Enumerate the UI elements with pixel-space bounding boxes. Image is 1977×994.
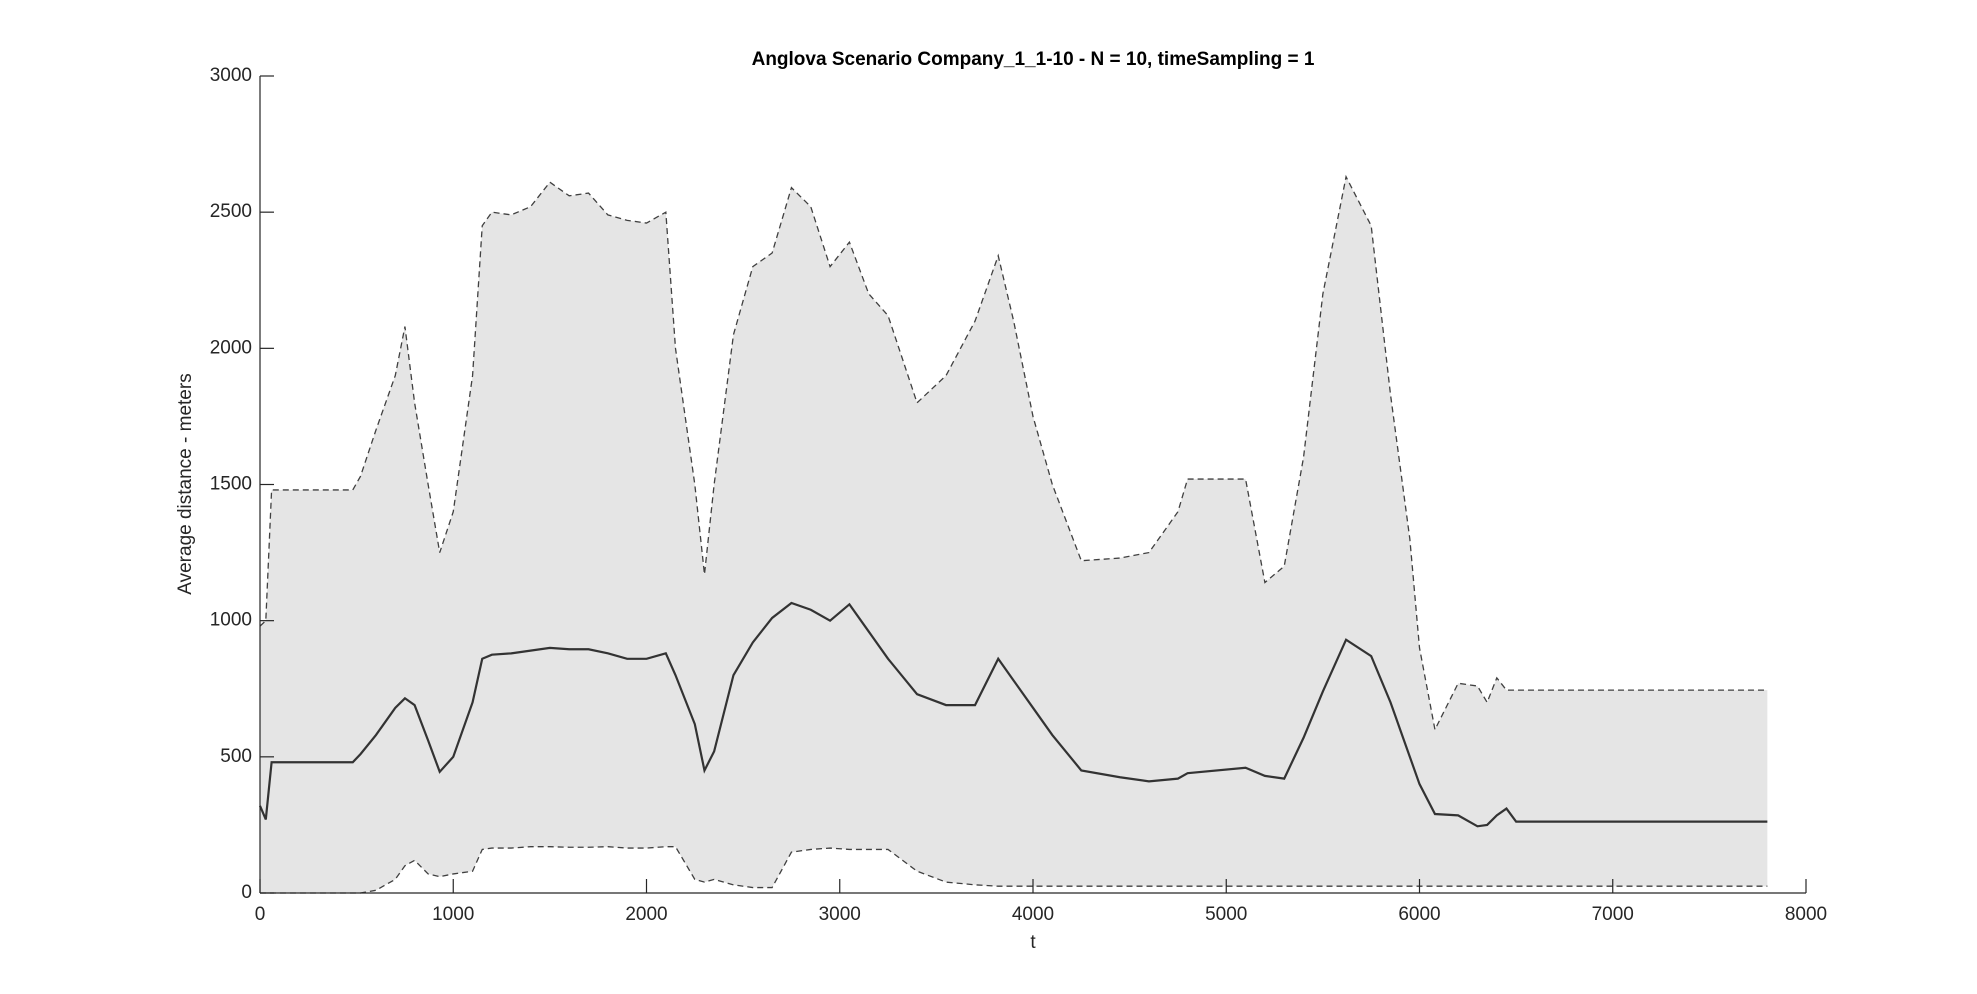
bound-line <box>260 846 1768 894</box>
y-tick-label: 0 <box>241 882 252 903</box>
y-tick-label: 1000 <box>210 610 252 631</box>
y-axis-label: Average distance - meters <box>175 373 196 594</box>
x-tick-label: 7000 <box>1592 904 1634 925</box>
x-tick-label: 3000 <box>819 904 861 925</box>
y-tick-label: 3000 <box>210 65 252 86</box>
y-tick-label: 1500 <box>210 474 252 495</box>
x-tick-label: 5000 <box>1205 904 1247 925</box>
x-tick-label: 4000 <box>1012 904 1054 925</box>
y-tick-label: 2500 <box>210 201 252 222</box>
x-tick-label: 1000 <box>432 904 474 925</box>
y-tick-label: 2000 <box>210 337 252 358</box>
y-tick-label: 500 <box>220 746 252 767</box>
x-tick-label: 8000 <box>1785 904 1827 925</box>
x-tick-label: 6000 <box>1398 904 1440 925</box>
bound-line <box>259 174 1768 732</box>
x-tick-label: 0 <box>255 904 266 925</box>
x-tick-label: 2000 <box>625 904 667 925</box>
x-axis-label: t <box>1030 932 1036 953</box>
mean-line <box>258 601 1768 828</box>
chart-title: Anglova Scenario Company_1_1-10 - N = 10… <box>752 49 1315 70</box>
range-band <box>260 176 1768 894</box>
